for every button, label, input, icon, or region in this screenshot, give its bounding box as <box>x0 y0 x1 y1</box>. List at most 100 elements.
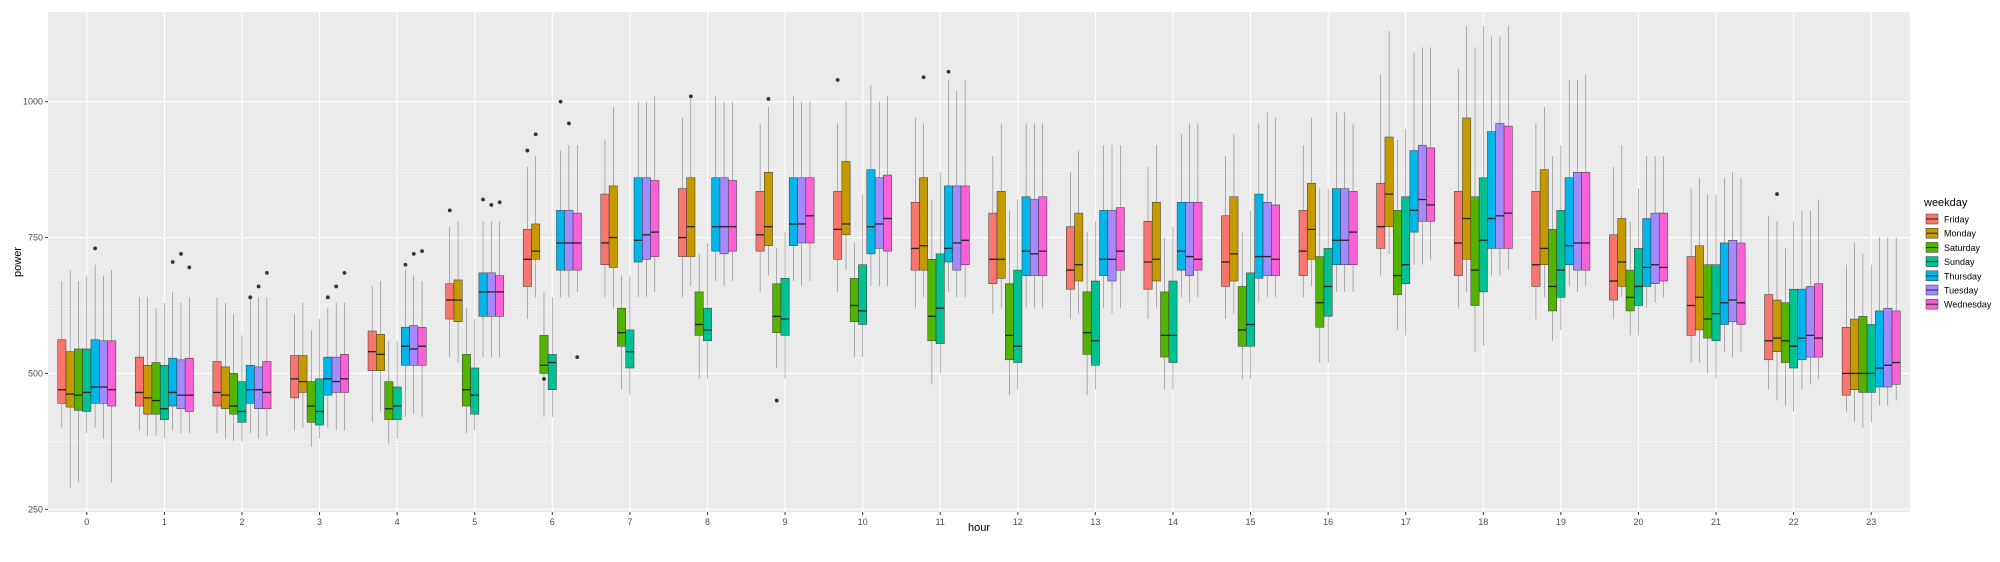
box <box>107 340 117 407</box>
box <box>1495 123 1505 249</box>
box <box>686 177 696 257</box>
x-tick-label: 10 <box>858 517 868 527</box>
box <box>470 367 480 415</box>
box <box>1099 210 1109 276</box>
box <box>245 365 255 404</box>
outlier-point <box>179 251 183 256</box>
box <box>1168 280 1178 363</box>
outlier-point <box>334 284 339 289</box>
box <box>1531 191 1541 287</box>
x-tick-label: 16 <box>1323 517 1333 527</box>
box <box>1237 286 1247 347</box>
box <box>1780 302 1790 363</box>
box <box>65 351 75 408</box>
box <box>1503 125 1513 249</box>
box <box>1074 212 1084 282</box>
outlier-point <box>766 97 771 101</box>
box <box>1487 131 1497 249</box>
box <box>1115 207 1125 271</box>
x-tick-label: 13 <box>1090 517 1100 527</box>
box <box>306 381 316 423</box>
box <box>1642 218 1652 287</box>
box <box>1066 226 1075 290</box>
outlier-point <box>264 270 269 275</box>
box <box>780 278 790 336</box>
box <box>1703 264 1713 339</box>
box <box>927 259 937 342</box>
legend-label: Saturday <box>1944 243 1981 253</box>
box <box>1686 256 1696 336</box>
box <box>1556 210 1566 298</box>
box <box>1573 172 1582 271</box>
box <box>229 373 239 415</box>
box <box>445 283 455 320</box>
series-monday <box>65 25 1859 488</box>
box <box>90 339 100 404</box>
box <box>392 386 402 420</box>
y-tick-label: 1000 <box>23 97 43 107</box>
box <box>1581 172 1591 271</box>
box <box>944 185 953 263</box>
box <box>1082 291 1092 355</box>
outlier-point <box>1775 192 1779 196</box>
box <box>1246 272 1255 347</box>
box <box>883 174 892 252</box>
series-thursday <box>90 36 1884 434</box>
outlier-point <box>256 284 261 289</box>
outlier-point <box>187 265 192 270</box>
box <box>1315 256 1325 328</box>
box <box>522 229 532 287</box>
box <box>1711 264 1721 342</box>
legend-label: Monday <box>1944 229 1977 239</box>
box <box>703 307 712 342</box>
box <box>1617 218 1627 287</box>
legend-label: Sunday <box>1944 257 1975 267</box>
x-tick-label: 21 <box>1711 517 1721 527</box>
box <box>1548 229 1557 312</box>
x-tick-label: 3 <box>317 517 322 527</box>
box <box>1221 215 1231 287</box>
box <box>625 329 635 369</box>
box <box>805 177 815 244</box>
box <box>988 212 998 284</box>
box <box>1478 177 1488 293</box>
box <box>556 210 566 271</box>
box <box>1401 196 1411 284</box>
box <box>833 191 843 260</box>
box <box>1658 212 1668 282</box>
box <box>1789 288 1799 369</box>
box <box>1634 248 1643 306</box>
box <box>1426 147 1436 222</box>
box <box>727 180 737 252</box>
box <box>788 177 798 246</box>
outlier-point <box>921 75 926 80</box>
box <box>1332 188 1341 265</box>
box <box>168 357 178 407</box>
box <box>331 356 341 393</box>
legend-label: Friday <box>1944 215 1970 225</box>
box <box>1764 294 1774 361</box>
box <box>74 348 83 411</box>
box <box>1185 201 1194 276</box>
box <box>237 381 247 423</box>
box <box>1348 191 1358 265</box>
box <box>1143 220 1153 290</box>
box <box>719 177 729 255</box>
box <box>547 354 557 390</box>
series-sunday <box>82 25 1876 442</box>
y-tick-label: 750 <box>28 233 43 243</box>
box <box>99 340 108 404</box>
box <box>1107 210 1117 282</box>
outlier-point <box>946 69 951 74</box>
x-tick-label: 15 <box>1246 517 1256 527</box>
outlier-point <box>688 94 693 99</box>
x-tick-label: 23 <box>1866 517 1876 527</box>
box <box>1875 310 1884 388</box>
box <box>600 193 610 265</box>
x-tick-label: 8 <box>705 517 710 527</box>
box <box>694 291 704 336</box>
x-tick-label: 6 <box>550 517 555 527</box>
legend-label: Tuesday <box>1944 286 1979 296</box>
x-tick-label: 4 <box>395 517 400 527</box>
